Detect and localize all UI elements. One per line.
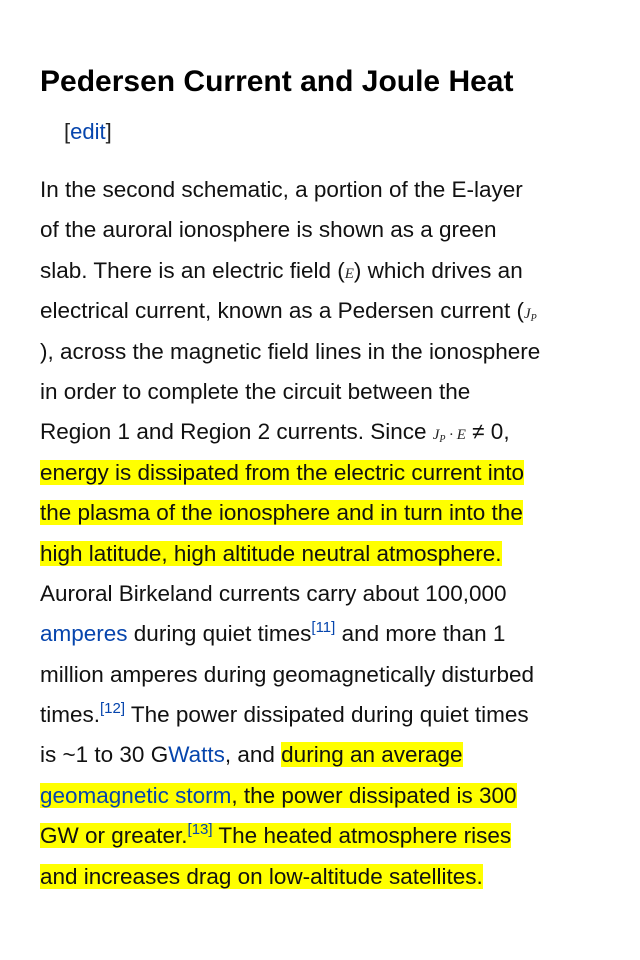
edit-link[interactable]: edit	[70, 119, 106, 144]
amperes-link[interactable]: amperes	[40, 621, 128, 647]
text-run: , and	[224, 742, 282, 768]
highlighted-text: the plasma of the ionosphere and in turn…	[40, 500, 523, 526]
edit-bracket-close: ]	[105, 119, 112, 144]
paragraph-line: amperes during quiet times[11] and more …	[40, 614, 630, 654]
paragraph-line: ), across the magnetic field lines in th…	[40, 332, 630, 372]
text-run: The power dissipated during quiet times	[125, 702, 529, 728]
text-run: ≠ 0,	[465, 419, 510, 445]
highlighted-text: GW or greater.[13] The heated atmosphere…	[40, 821, 512, 849]
text-run: during quiet times	[127, 621, 312, 647]
edit-section-control: [edit]	[64, 116, 112, 148]
body-paragraph: In the second schematic, a portion of th…	[40, 170, 630, 897]
paragraph-line: electrical current, known as a Pedersen …	[40, 291, 630, 331]
math-pedersen-current: JP	[523, 306, 537, 325]
geomagnetic-storm-link[interactable]: geomagnetic storm	[40, 782, 232, 808]
citation-13-link[interactable]: [13]	[187, 821, 213, 839]
paragraph-line: geomagnetic storm, the power dissipated …	[40, 776, 630, 816]
math-symbol-e: E	[456, 427, 466, 444]
highlighted-text: geomagnetic storm, the power dissipated …	[40, 782, 517, 808]
citation-12: [12]	[100, 700, 125, 717]
text-run: Region 1 and Region 2 currents. Since	[40, 419, 433, 445]
text-run: is ~1 to 30 G	[40, 742, 169, 768]
section-heading: Pedersen Current and Joule Heat	[40, 65, 514, 98]
highlighted-text: during an average	[281, 742, 463, 768]
text-run: Auroral Birkeland currents carry about 1…	[40, 580, 507, 606]
highlighted-text: high latitude, high altitude neutral atm…	[40, 540, 502, 566]
text-run: GW or greater.	[40, 823, 188, 849]
paragraph-line: In the second schematic, a portion of th…	[40, 170, 630, 210]
paragraph-line: Region 1 and Region 2 currents. Since JP…	[40, 412, 630, 452]
text-run: ) which drives an	[353, 257, 523, 283]
text-run: ), across the magnetic field lines in th…	[40, 338, 541, 364]
paragraph-line: high latitude, high altitude neutral atm…	[40, 534, 630, 574]
citation-11-link[interactable]: [11]	[311, 619, 336, 637]
citation-11: [11]	[311, 619, 335, 636]
paragraph-line: times.[12] The power dissipated during q…	[40, 695, 630, 735]
paragraph-line: million amperes during geomagnetically d…	[40, 655, 630, 695]
paragraph-line: and increases drag on low-altitude satel…	[40, 857, 630, 897]
paragraph-line: is ~1 to 30 GWatts, and during an averag…	[40, 735, 630, 775]
watts-link[interactable]: Watts	[168, 742, 225, 768]
text-run: in order to complete the circuit between…	[40, 378, 471, 404]
paragraph-line: Auroral Birkeland currents carry about 1…	[40, 574, 630, 614]
edit-bracket-open: [	[64, 119, 71, 144]
text-run: slab. There is an electric field (	[40, 257, 345, 283]
math-dot-operator: ·	[445, 427, 457, 444]
paragraph-line: slab. There is an electric field (E) whi…	[40, 251, 630, 291]
math-symbol-j: J	[523, 306, 531, 323]
paragraph-line: the plasma of the ionosphere and in turn…	[40, 493, 630, 533]
math-subscript-p: P	[530, 313, 537, 325]
citation-12-link[interactable]: [12]	[100, 700, 126, 718]
text-run: million amperes during geomagnetically d…	[40, 661, 535, 687]
citation-13: [13]	[188, 821, 213, 838]
text-run: and more than 1	[335, 621, 506, 647]
math-electric-field: E	[344, 265, 354, 282]
text-run: The heated atmosphere rises	[212, 823, 512, 849]
math-symbol-j: J	[432, 427, 440, 444]
text-run: electrical current, known as a Pedersen …	[40, 298, 524, 324]
paragraph-line: GW or greater.[13] The heated atmosphere…	[40, 816, 630, 856]
text-run: times.	[40, 702, 101, 728]
text-run: In the second schematic, a portion of th…	[40, 177, 523, 202]
paragraph-line: of the auroral ionosphere is shown as a …	[40, 210, 630, 250]
text-run: , the power dissipated is 300	[231, 782, 517, 808]
paragraph-line: energy is dissipated from the electric c…	[40, 453, 630, 493]
highlighted-text: energy is dissipated from the electric c…	[40, 459, 524, 485]
math-subscript-p: P	[439, 434, 446, 446]
highlighted-text: and increases drag on low-altitude satel…	[40, 863, 483, 889]
math-dot-product: JP · E	[432, 427, 466, 446]
text-run: of the auroral ionosphere is shown as a …	[40, 217, 497, 243]
paragraph-line: in order to complete the circuit between…	[40, 372, 630, 412]
